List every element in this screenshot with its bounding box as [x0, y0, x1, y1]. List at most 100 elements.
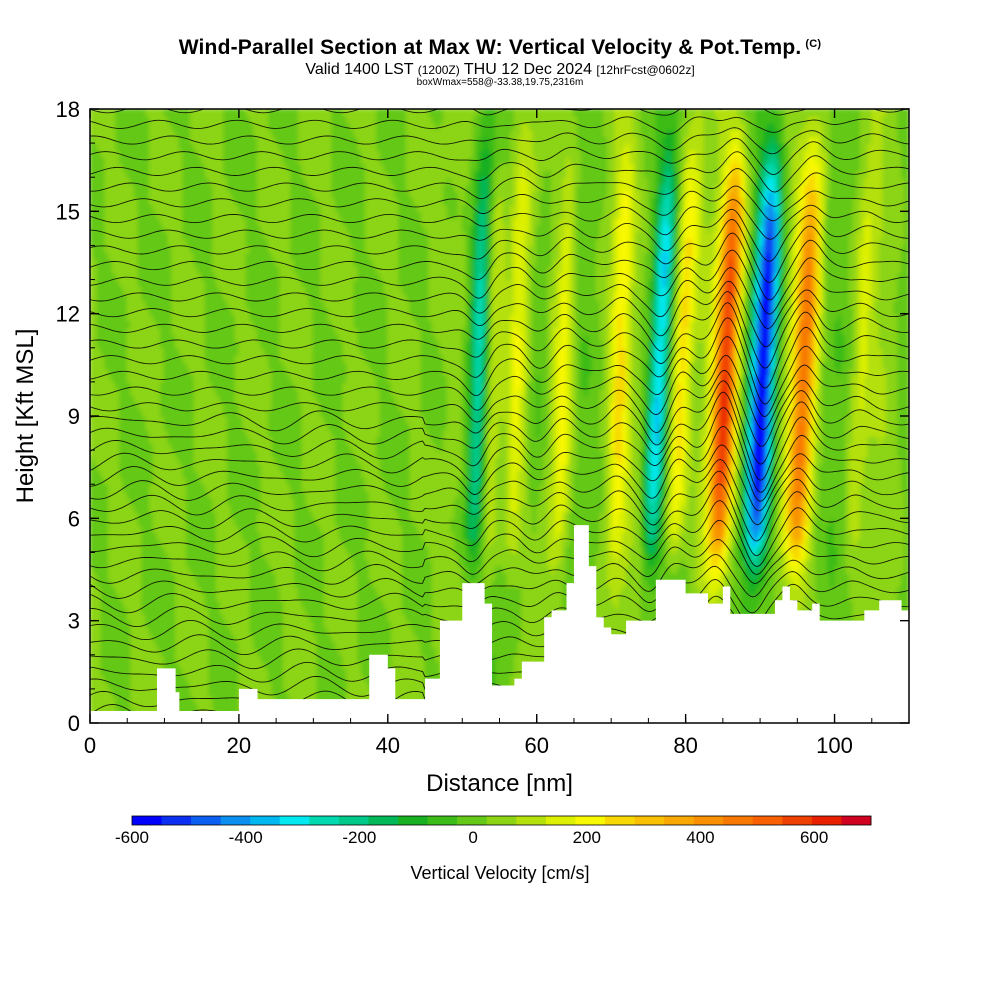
velocity-cell: [186, 524, 192, 533]
velocity-cell: [204, 238, 210, 247]
velocity-cell: [219, 654, 225, 663]
velocity-cell: [111, 217, 117, 226]
velocity-cell: [238, 579, 244, 588]
velocity-cell: [126, 497, 132, 506]
velocity-cell: [90, 401, 95, 410]
velocity-cell: [90, 442, 95, 451]
velocity-cell: [145, 217, 151, 226]
velocity-cell: [279, 238, 285, 247]
velocity-cell: [163, 654, 169, 663]
velocity-cell: [137, 613, 143, 622]
velocity-cell: [208, 599, 214, 608]
velocity-cell: [96, 415, 102, 424]
velocity-cell: [152, 190, 158, 199]
velocity-cell: [96, 156, 102, 165]
velocity-cell: [122, 231, 129, 240]
velocity-cell: [148, 313, 155, 322]
velocity-cell: [119, 408, 125, 417]
velocity-cell: [130, 360, 136, 370]
velocity-cell: [294, 647, 300, 656]
velocity-cell: [178, 667, 184, 677]
velocity-cell: [182, 442, 188, 451]
velocity-cell: [156, 633, 162, 642]
velocity-cell: [189, 415, 196, 424]
velocity-cell: [234, 674, 240, 683]
velocity-cell: [197, 661, 203, 670]
velocity-cell: [227, 374, 233, 383]
velocity-cell: [279, 313, 285, 322]
velocity-cell: [189, 292, 196, 301]
velocity-cell: [126, 579, 132, 588]
velocity-cell: [275, 109, 281, 117]
velocity-cell: [96, 122, 102, 131]
velocity-cell: [156, 306, 162, 315]
velocity-cell: [245, 551, 251, 561]
velocity-cell: [111, 429, 117, 438]
velocity-cell: [238, 128, 244, 138]
velocity-cell: [282, 149, 289, 158]
velocity-cell: [175, 388, 181, 397]
velocity-cell: [137, 292, 143, 301]
velocity-cell: [104, 640, 110, 649]
velocity-cell: [201, 224, 207, 233]
velocity-cell: [115, 360, 121, 370]
velocity-cell: [182, 115, 188, 124]
velocity-cell: [100, 122, 106, 131]
velocity-cell: [242, 374, 248, 383]
velocity-cell: [264, 667, 270, 677]
velocity-cell: [249, 654, 255, 663]
velocity-cell: [260, 469, 266, 479]
velocity-cell: [175, 456, 181, 465]
velocity-cell: [134, 169, 140, 179]
velocity-cell: [119, 381, 125, 390]
velocity-cell: [201, 135, 207, 144]
velocity-cell: [223, 626, 229, 636]
velocity-cell: [134, 497, 140, 506]
velocity-cell: [275, 469, 281, 479]
velocity-cell: [227, 285, 233, 294]
velocity-cell: [182, 408, 188, 417]
velocity-cell: [167, 367, 173, 376]
velocity-cell: [175, 272, 181, 281]
velocity-cell: [115, 463, 121, 472]
velocity-cell: [242, 224, 248, 233]
velocity-cell: [215, 224, 222, 233]
velocity-cell: [238, 285, 244, 294]
velocity-cell: [130, 429, 136, 438]
velocity-cell: [253, 476, 259, 486]
velocity-cell: [282, 340, 289, 349]
velocity-cell: [93, 224, 99, 233]
velocity-cell: [234, 258, 240, 267]
velocity-cell: [234, 306, 240, 315]
velocity-cell: [193, 401, 199, 410]
velocity-cell: [245, 456, 251, 465]
velocity-cell: [137, 429, 143, 438]
velocity-cell: [108, 142, 114, 151]
velocity-cell: [215, 695, 222, 704]
velocity-cell: [282, 517, 289, 526]
velocity-cell: [227, 545, 233, 554]
velocity-cell: [264, 258, 270, 267]
velocity-cell: [275, 401, 281, 410]
velocity-cell: [256, 504, 263, 513]
velocity-cell: [215, 231, 222, 240]
velocity-cell: [204, 626, 210, 636]
velocity-cell: [134, 238, 140, 247]
velocity-cell: [201, 176, 207, 185]
velocity-cell: [223, 661, 229, 670]
velocity-cell: [264, 306, 270, 315]
velocity-cell: [215, 251, 222, 260]
velocity-cell: [175, 381, 181, 390]
velocity-cell: [245, 613, 251, 622]
velocity-cell: [145, 183, 151, 192]
velocity-cell: [189, 333, 196, 342]
velocity-cell: [90, 203, 95, 213]
velocity-cell: [119, 469, 125, 479]
velocity-cell: [230, 251, 236, 260]
velocity-cell: [182, 449, 188, 458]
velocity-cell: [264, 688, 270, 697]
velocity-cell: [223, 149, 229, 158]
velocity-cell: [197, 197, 203, 206]
velocity-cell: [201, 688, 207, 697]
velocity-cell: [290, 272, 296, 281]
